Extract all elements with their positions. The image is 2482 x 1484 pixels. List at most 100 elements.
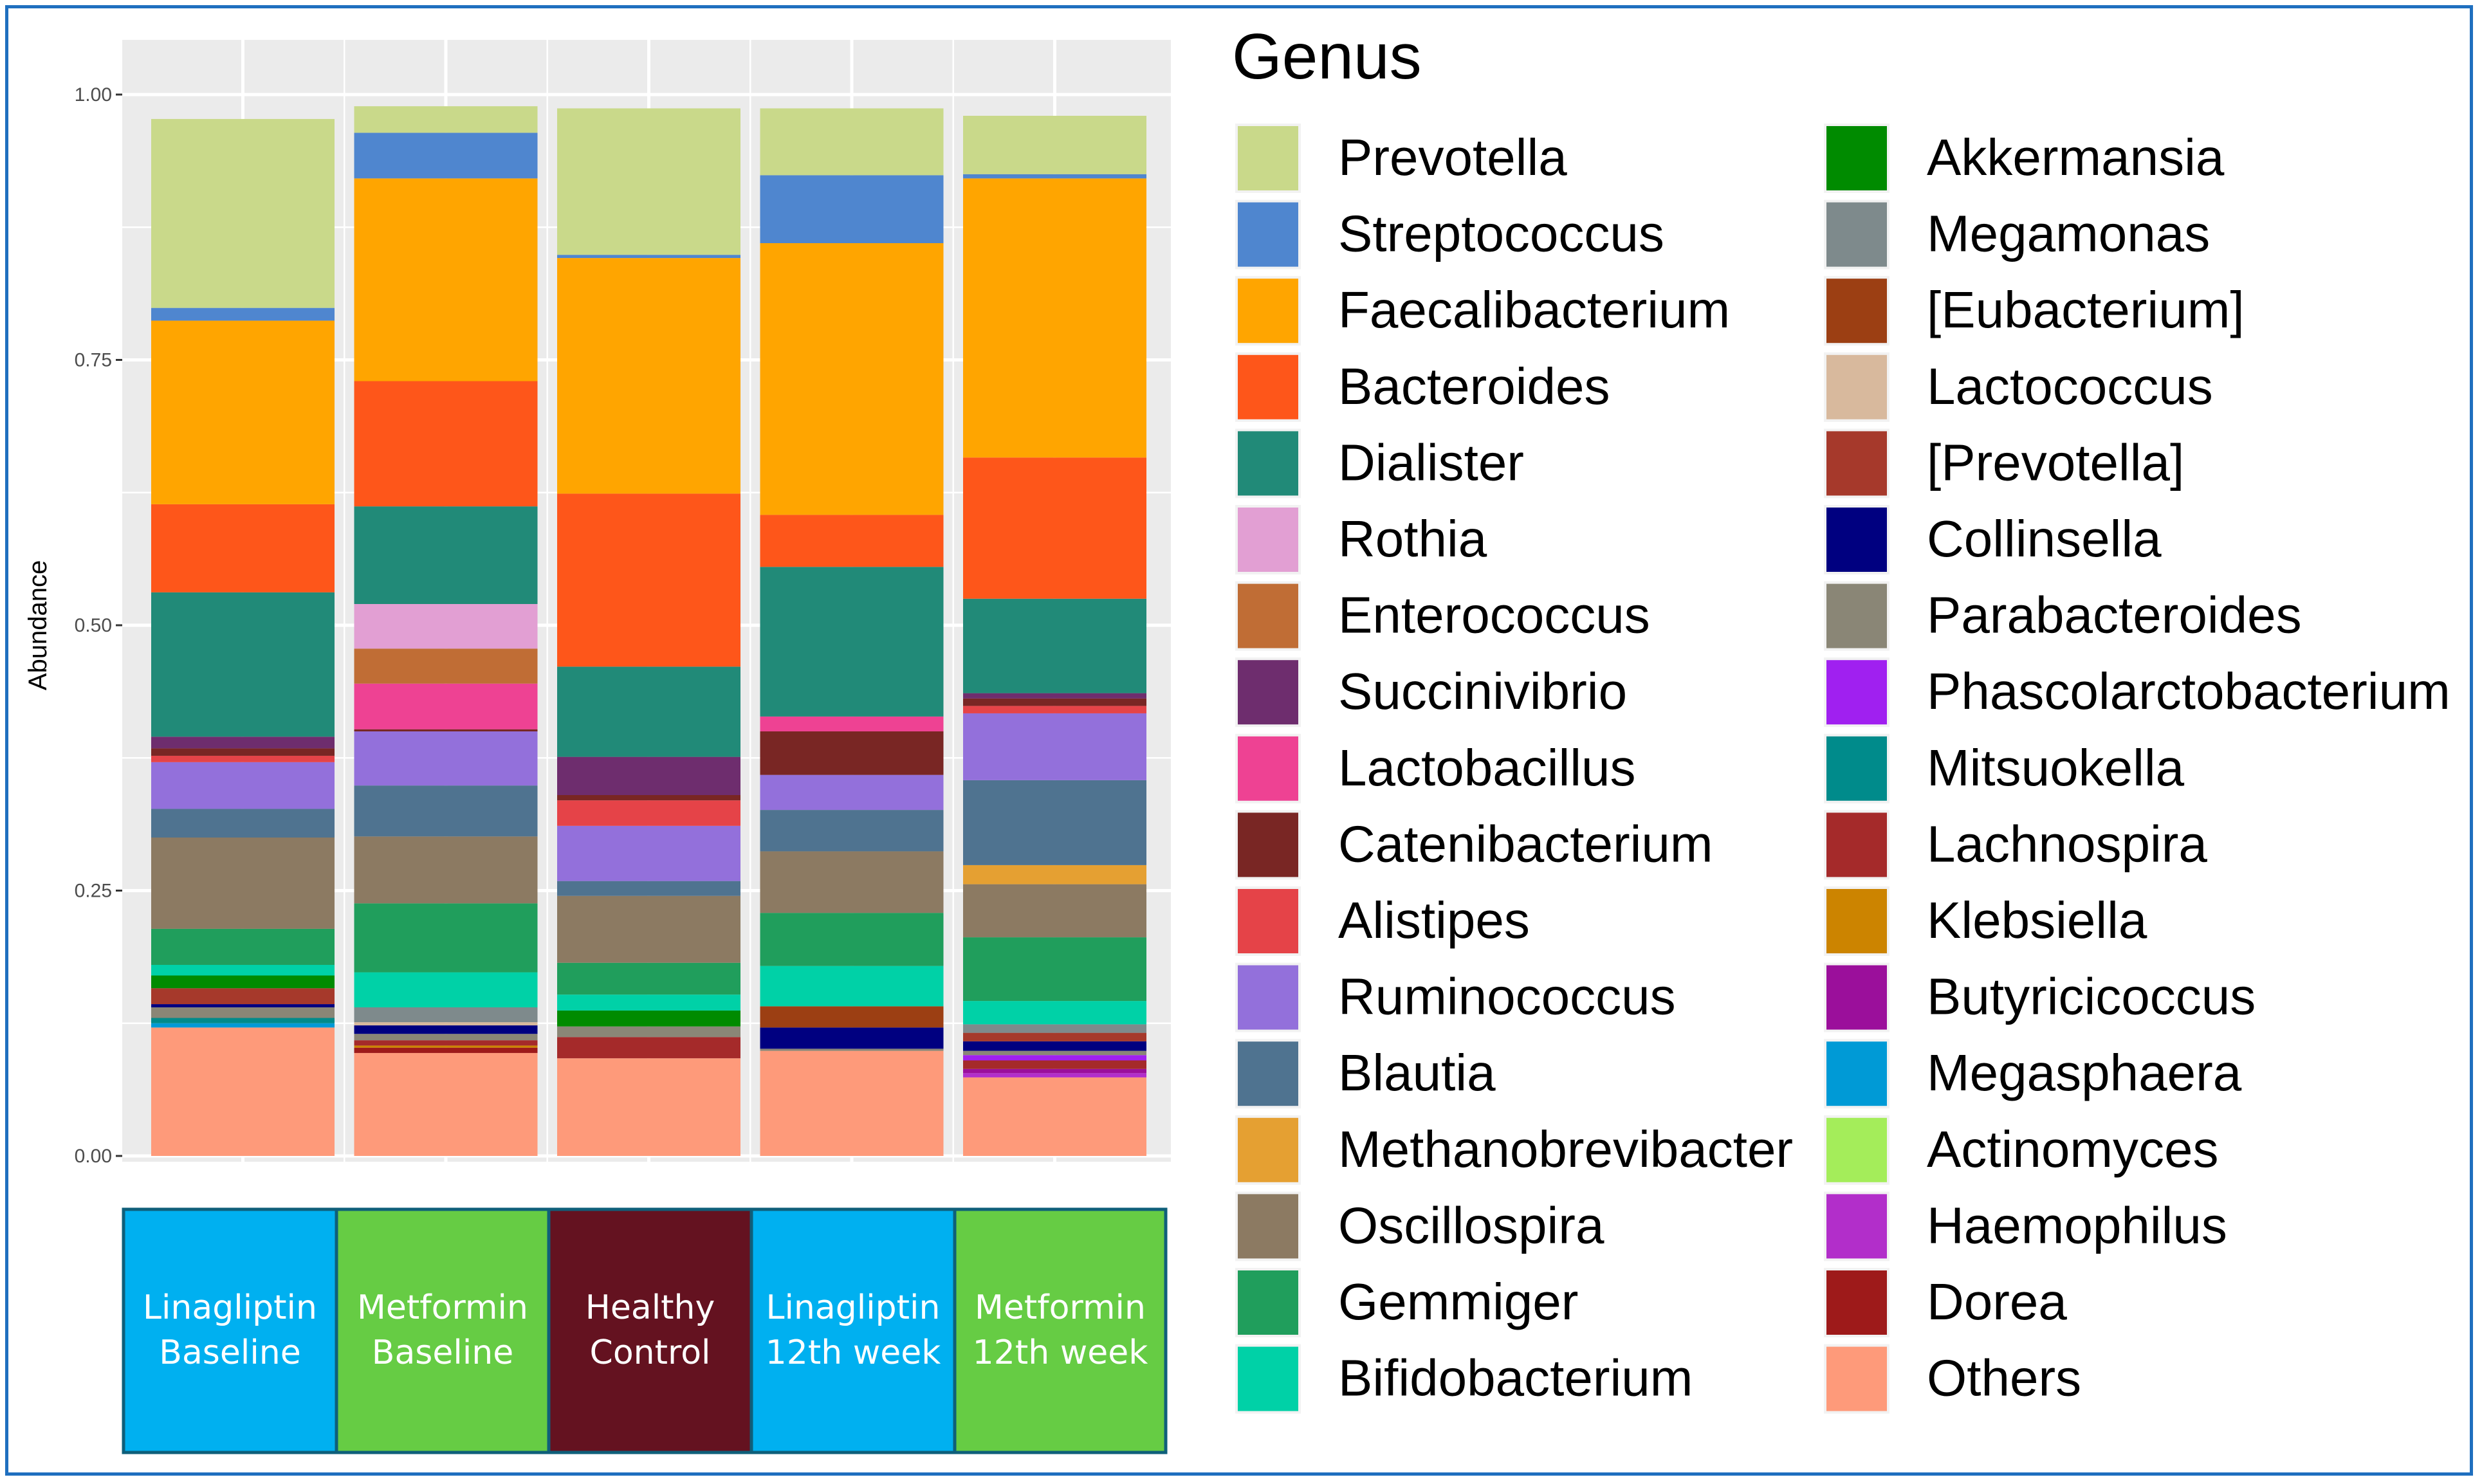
- bar-segment: [760, 108, 944, 176]
- group-label-line1: Healthy: [585, 1288, 715, 1327]
- y-tick-label: 0.00: [75, 1146, 112, 1167]
- legend-swatch: [1238, 202, 1298, 267]
- bar-segment: [557, 1058, 740, 1156]
- bar-segment: [151, 1027, 335, 1156]
- bar-segment: [557, 756, 740, 795]
- figure-frame: [5, 5, 2473, 1476]
- legend-item: Phascolarctobacterium: [1824, 657, 2450, 728]
- legend-swatch: [1238, 126, 1298, 190]
- legend-item: Catenibacterium: [1235, 810, 1713, 880]
- legend-swatch: [1238, 279, 1298, 344]
- legend-label: Others: [1927, 1350, 2081, 1407]
- legend-item: Collinsella: [1824, 505, 2162, 574]
- legend-item: Haemophilus: [1824, 1191, 2227, 1261]
- group-label-line2: 12th week: [766, 1333, 941, 1372]
- bar-segment: [354, 178, 538, 381]
- bar-segment: [760, 1027, 944, 1049]
- bar-segment: [151, 838, 335, 929]
- legend-item: Bacteroides: [1235, 352, 1610, 422]
- legend-item: Enterococcus: [1235, 581, 1650, 651]
- bar-segment: [760, 175, 944, 243]
- legend-label: Streptococcus: [1338, 205, 1664, 262]
- y-tick-label: 1.00: [75, 84, 112, 105]
- bar-segment: [557, 795, 740, 801]
- bar-segment: [760, 851, 944, 913]
- bar-segment: [963, 457, 1146, 599]
- legend-swatch: [1238, 812, 1298, 877]
- bar-segment: [963, 116, 1146, 174]
- legend-swatch: [1826, 583, 1887, 648]
- bar-segment: [354, 1007, 538, 1023]
- bar-segment: [151, 307, 335, 321]
- bar-segment: [963, 1041, 1146, 1051]
- bar-segment: [963, 780, 1146, 865]
- group-label-line1: Linagliptin: [766, 1288, 941, 1327]
- legend-item: Rothia: [1235, 505, 1487, 574]
- legend-swatch: [1238, 965, 1298, 1030]
- bar-segment: [963, 693, 1146, 699]
- legend-item: Blautia: [1235, 1039, 1496, 1109]
- bar-segment: [151, 1007, 335, 1018]
- bar-segment: [151, 1023, 335, 1028]
- bar-segment: [354, 836, 538, 904]
- bar-segment: [151, 755, 335, 762]
- group-label-line1: Metformin: [975, 1288, 1146, 1327]
- legend-item: Others: [1824, 1344, 2081, 1414]
- bar-segment: [760, 515, 944, 567]
- legend-label: Collinsella: [1927, 510, 2162, 567]
- legend-swatch: [1826, 126, 1887, 190]
- legend-swatch: [1238, 583, 1298, 648]
- group-label-line2: 12th week: [973, 1333, 1148, 1372]
- legend-label: Parabacteroides: [1927, 587, 2302, 644]
- group-label-box: Linagliptin 12th week: [749, 1207, 957, 1454]
- bar-segment: [963, 1073, 1146, 1077]
- legend-swatch: [1238, 660, 1298, 725]
- bar-segment: [760, 1050, 944, 1156]
- legend-label: Faecalibacterium: [1338, 281, 1730, 338]
- bar-segment: [760, 1049, 944, 1051]
- legend-item: Parabacteroides: [1824, 581, 2302, 651]
- legend-swatch: [1238, 508, 1298, 572]
- legend-swatch: [1826, 812, 1887, 877]
- bar-segment: [151, 592, 335, 737]
- group-label-box: Metformin 12th week: [953, 1207, 1168, 1454]
- bar-segment: [557, 1026, 740, 1038]
- legend-swatch: [1826, 1194, 1887, 1259]
- bar-segment: [354, 972, 538, 1007]
- legend-item: Akkermansia: [1824, 124, 2225, 193]
- bar-segment: [354, 683, 538, 729]
- bar-segment: [354, 1045, 538, 1048]
- legend-swatch: [1238, 736, 1298, 801]
- bar-segment: [963, 1060, 1146, 1069]
- bar-segment: [760, 731, 944, 775]
- legend-item: Dorea: [1824, 1268, 2067, 1337]
- legend-swatch: [1826, 279, 1887, 344]
- bar-segment: [760, 810, 944, 852]
- bar-segment: [963, 937, 1146, 1002]
- bar-segment: [151, 762, 335, 809]
- group-label-box: Healthy Control: [547, 1207, 753, 1454]
- legend-item: Lactococcus: [1824, 352, 2213, 422]
- bar-segment: [557, 1010, 740, 1027]
- bar-segment: [151, 748, 335, 756]
- legend-item: Alistipes: [1235, 886, 1530, 956]
- legend-label: [Eubacterium]: [1927, 281, 2245, 338]
- legend-item: Mitsuokella: [1824, 733, 2185, 803]
- y-axis-title: Abundance: [24, 560, 52, 690]
- legend-label: Bifidobacterium: [1338, 1350, 1693, 1407]
- y-axis: 0.00 0.25 0.50 0.75 1.00: [75, 84, 122, 1167]
- bar-segment: [557, 825, 740, 881]
- legend-label: Prevotella: [1338, 129, 1567, 186]
- legend-swatch: [1238, 889, 1298, 953]
- legend-label: Enterococcus: [1338, 587, 1650, 644]
- bar-segment: [963, 698, 1146, 706]
- bar-segment: [354, 133, 538, 179]
- legend-swatch: [1238, 1346, 1298, 1411]
- legend-label: Akkermansia: [1927, 129, 2225, 186]
- bar-segment: [557, 258, 740, 494]
- y-tick-label: 0.25: [75, 881, 112, 902]
- y-tick-label: 0.50: [75, 615, 112, 636]
- group-label-box: Metformin Baseline: [335, 1207, 551, 1454]
- legend-label: Alistipes: [1338, 892, 1530, 949]
- bar-segment: [760, 774, 944, 811]
